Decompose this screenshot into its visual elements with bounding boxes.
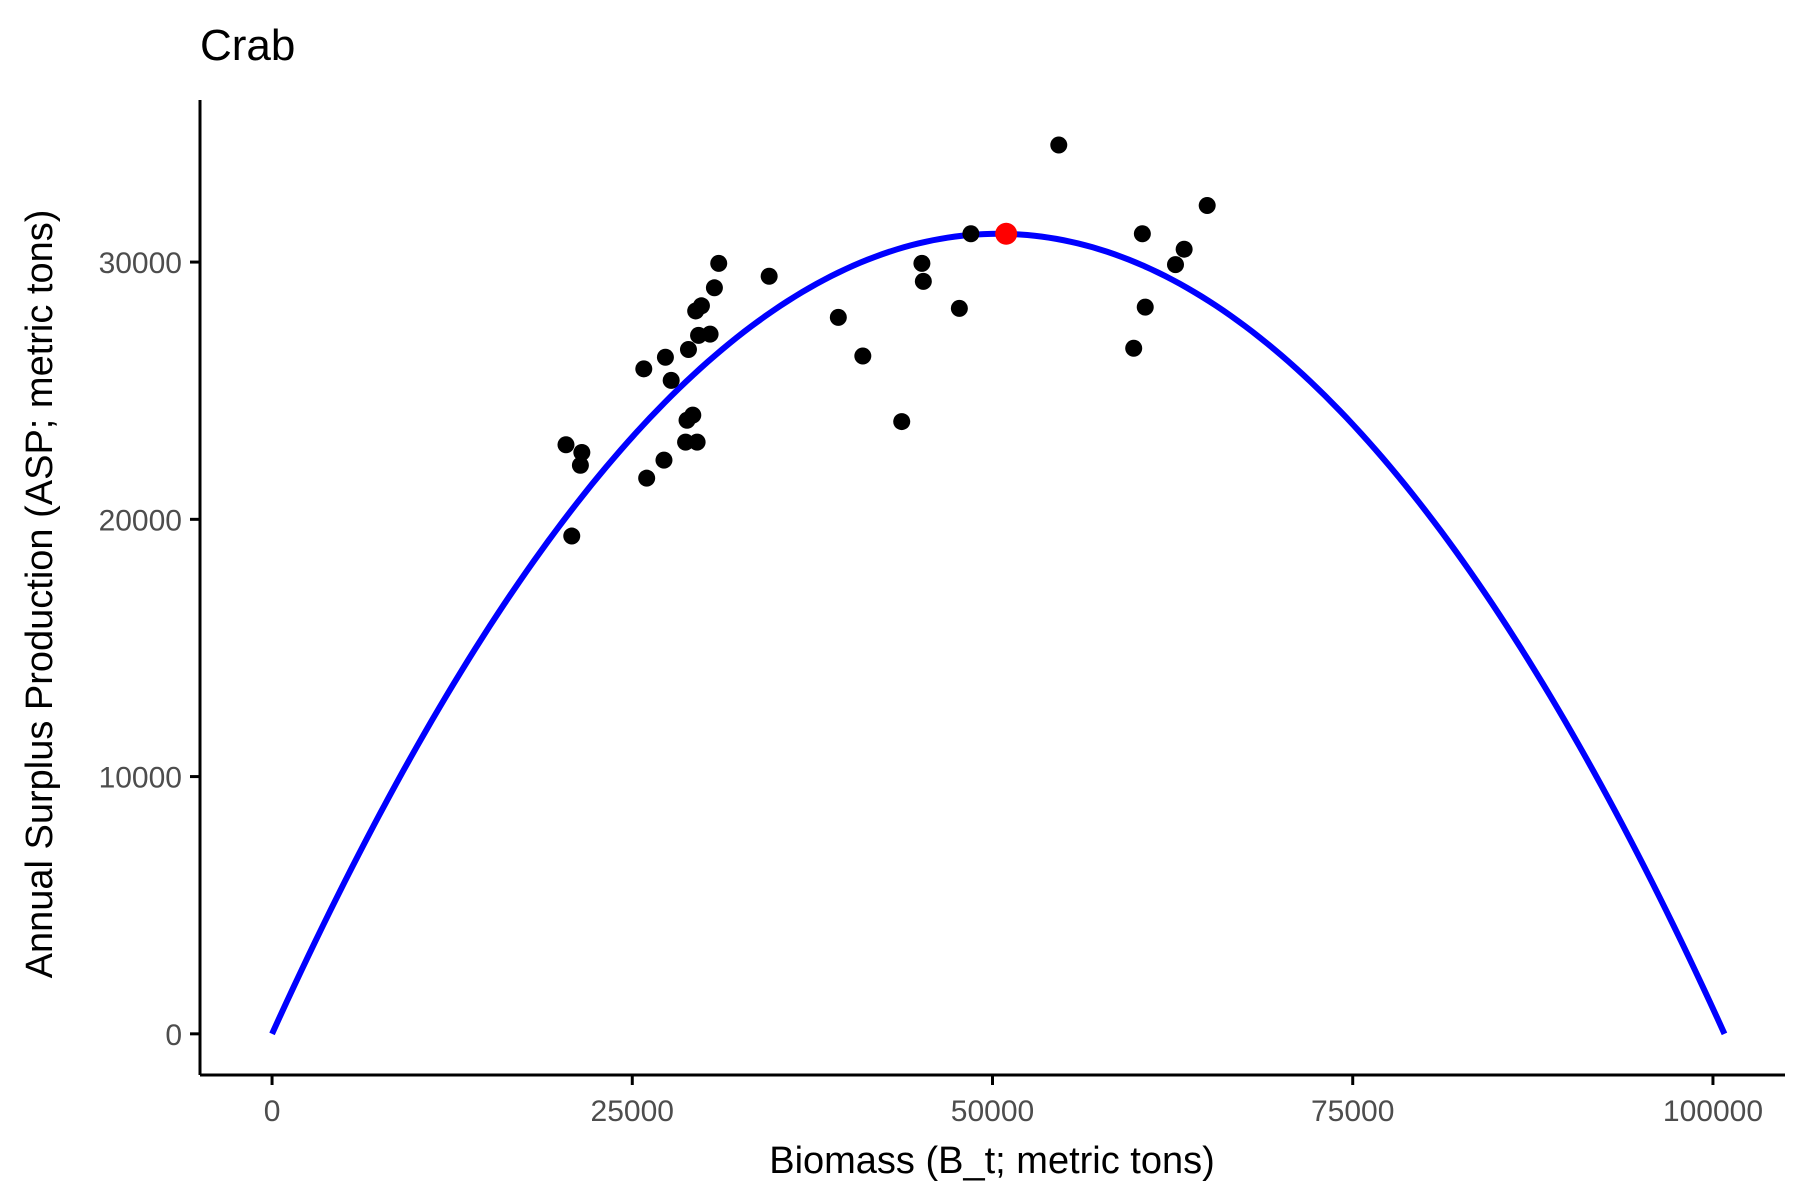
- scatter-point: [1175, 240, 1193, 258]
- scatter-point: [679, 341, 697, 359]
- x-tick-label: 0: [264, 1095, 281, 1128]
- scatter-point: [1125, 339, 1143, 357]
- y-tick-label: 30000: [99, 247, 182, 280]
- scatter-point: [635, 360, 653, 378]
- scatter-point: [638, 469, 656, 487]
- scatter-point: [950, 299, 968, 317]
- y-tick-label: 10000: [99, 762, 182, 795]
- scatter-point: [557, 436, 575, 454]
- y-axis-title: Annual Surplus Production (ASP; metric t…: [19, 210, 61, 979]
- scatter-point: [573, 443, 591, 461]
- scatter-point: [692, 297, 710, 315]
- production-curve: [269, 230, 1728, 1036]
- scatter-point: [854, 347, 872, 365]
- scatter-point: [710, 254, 728, 272]
- peak-point: [995, 222, 1018, 245]
- axes: 0 25000 50000 75000 100000 0 10000 20000 30000: [99, 100, 1785, 1128]
- x-tick-label: 50000: [951, 1095, 1034, 1128]
- scatter-point: [760, 267, 778, 285]
- scatter-point: [684, 406, 702, 424]
- scatter-point: [655, 451, 673, 469]
- scatter-point: [1166, 256, 1184, 274]
- y-tick-label: 20000: [99, 504, 182, 537]
- data-points: [557, 136, 1216, 545]
- x-axis-title: Biomass (B_t; metric tons): [769, 1140, 1215, 1182]
- scatter-point: [829, 308, 847, 326]
- scatter-point: [656, 348, 674, 366]
- scatter-point: [705, 279, 723, 297]
- scatter-point: [662, 371, 680, 389]
- x-tick-label: 25000: [591, 1095, 674, 1128]
- x-tick-label: 75000: [1311, 1095, 1394, 1128]
- scatter-point: [1136, 298, 1154, 316]
- scatter-point: [893, 413, 911, 431]
- scatter-point: [1050, 136, 1068, 154]
- scatter-point: [688, 433, 706, 451]
- scatter-point: [962, 225, 980, 243]
- scatter-point: [563, 527, 581, 545]
- chart-title: Crab: [200, 21, 295, 70]
- scatter-point: [571, 456, 589, 474]
- scatter-point: [1198, 196, 1216, 214]
- scatter-point: [701, 325, 719, 343]
- y-tick-label: 0: [165, 1019, 182, 1052]
- scatter-point: [914, 272, 932, 290]
- x-tick-label: 100000: [1663, 1095, 1763, 1128]
- scatter-point: [1133, 225, 1151, 243]
- scatter-point: [913, 254, 931, 272]
